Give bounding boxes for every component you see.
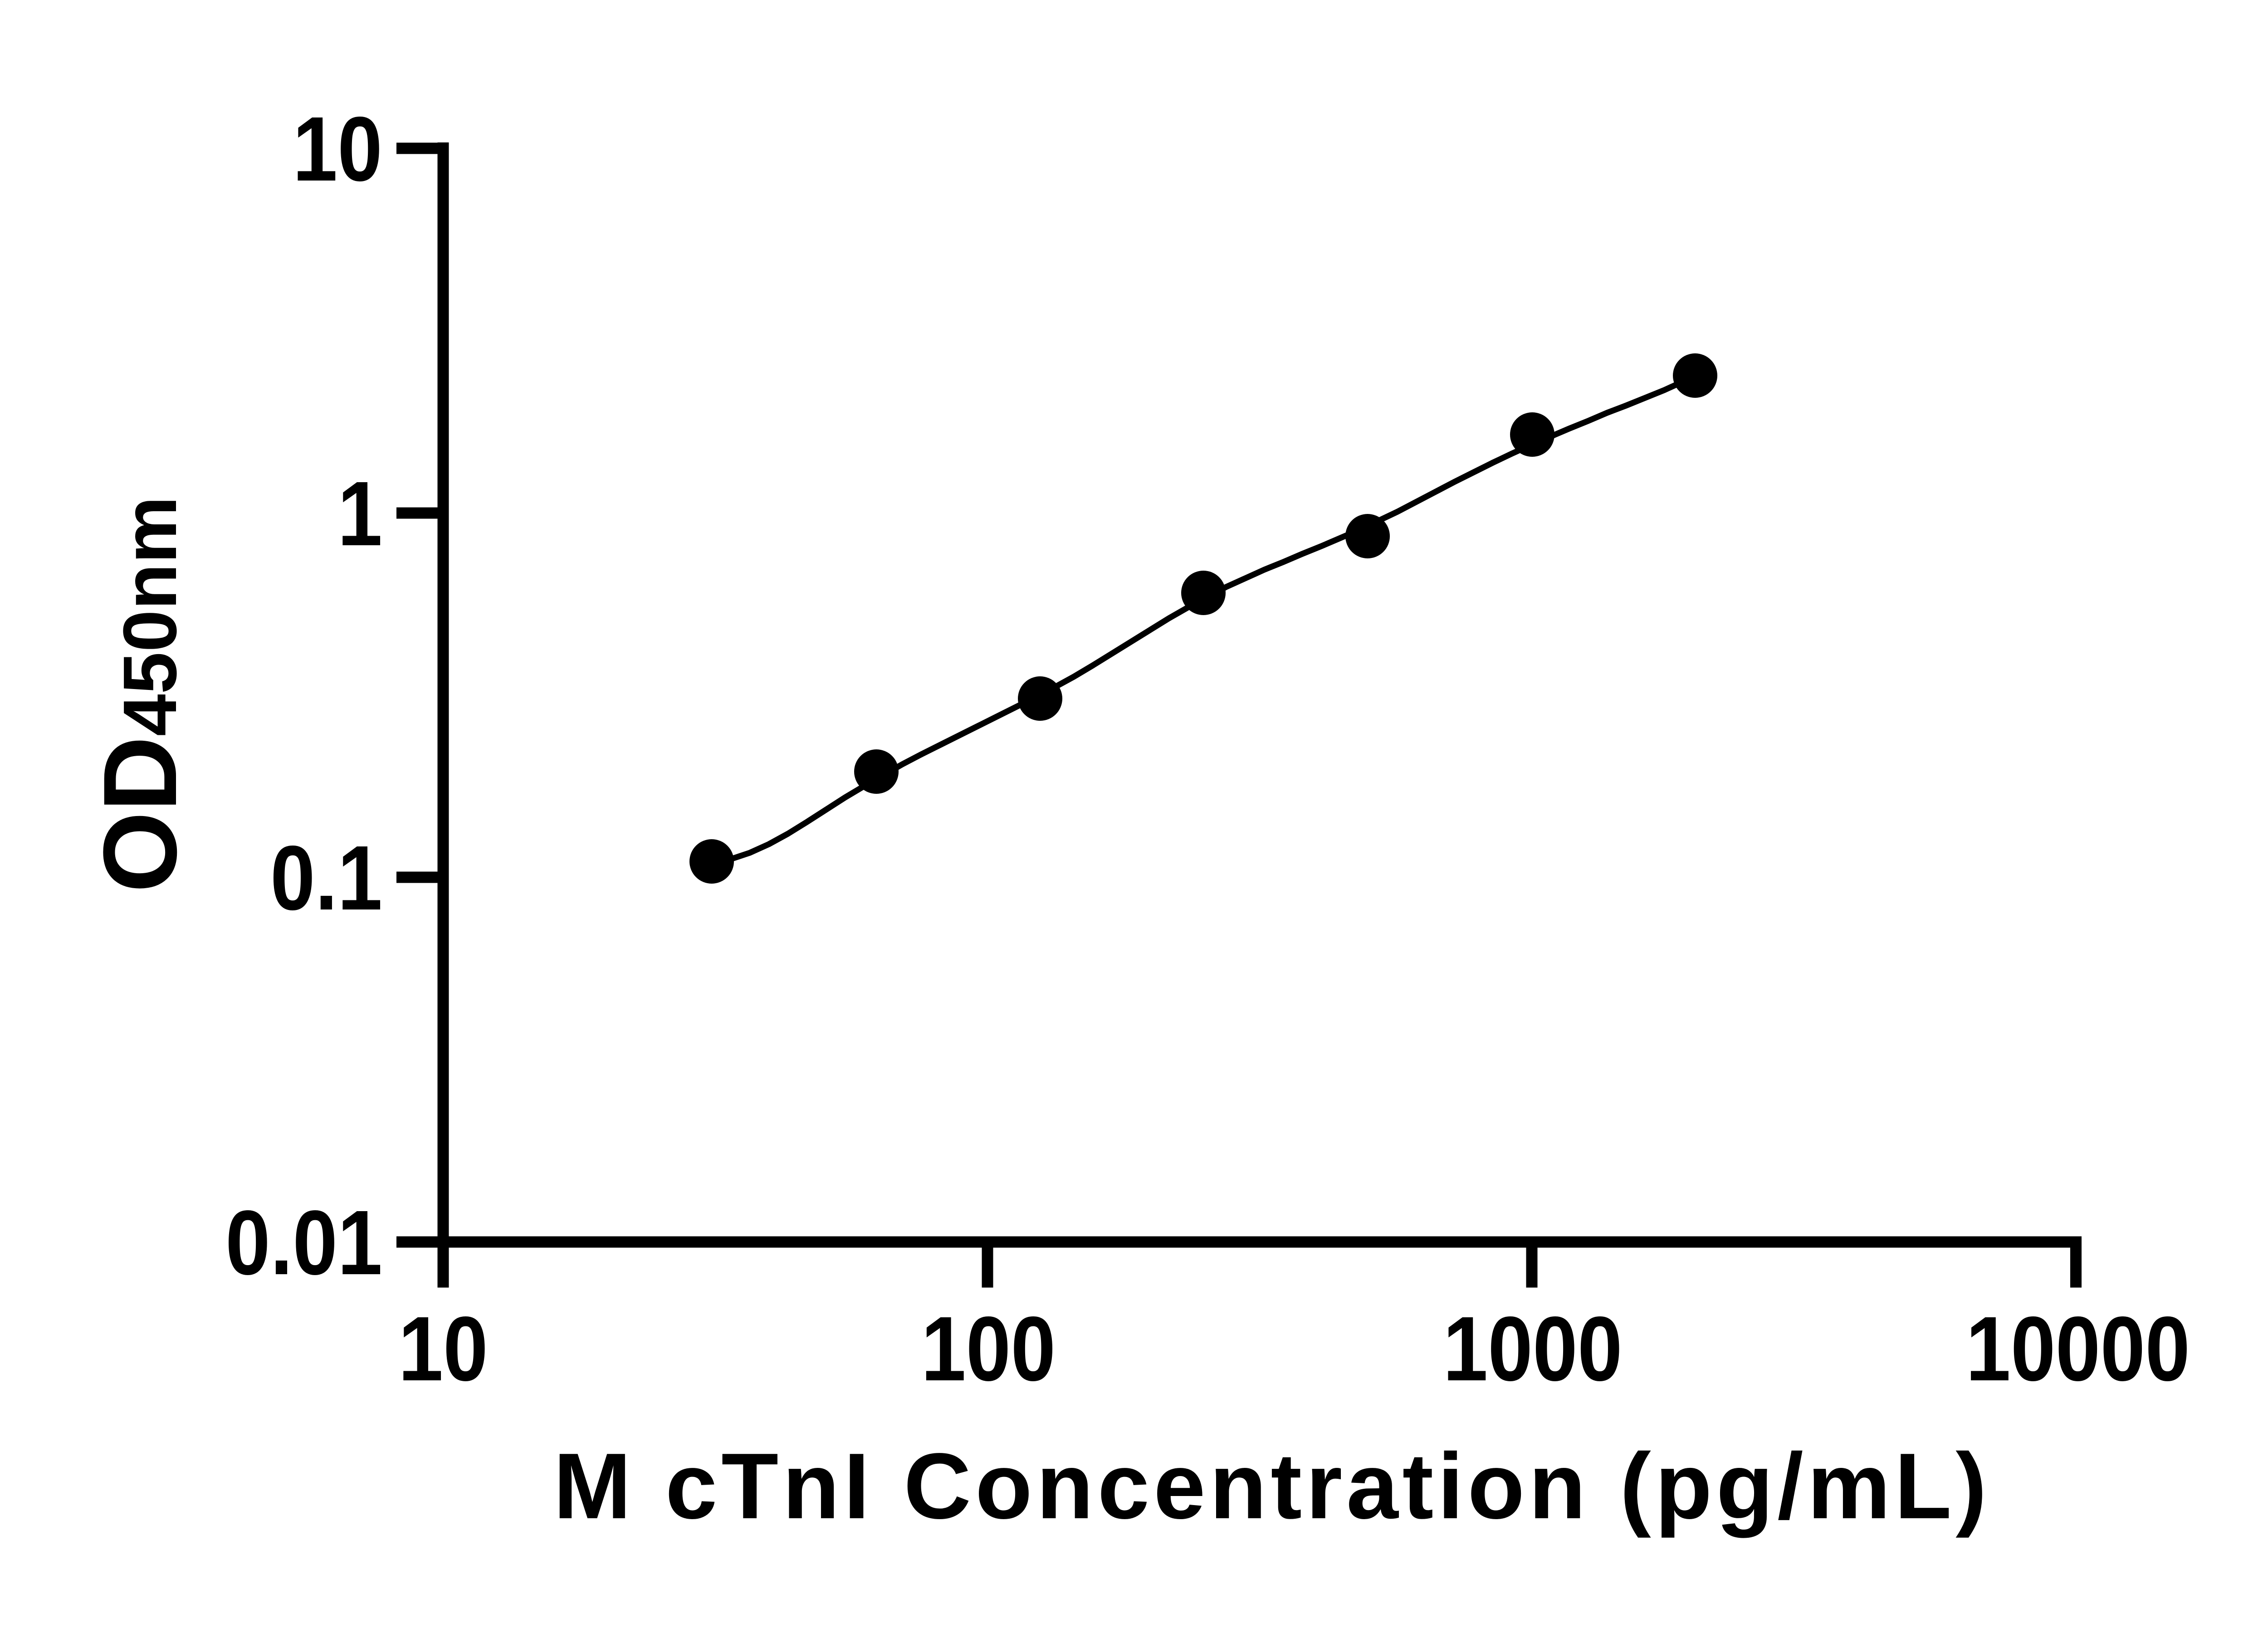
svg-text:0.01: 0.01 — [225, 1192, 382, 1294]
svg-text:10000: 10000 — [1966, 1298, 2190, 1400]
svg-text:0.1: 0.1 — [270, 827, 382, 929]
svg-text:1: 1 — [337, 463, 382, 565]
svg-text:10: 10 — [293, 98, 382, 200]
svg-text:100: 100 — [921, 1298, 1056, 1400]
svg-text:1000: 1000 — [1443, 1298, 1622, 1400]
svg-text:10: 10 — [398, 1298, 488, 1400]
